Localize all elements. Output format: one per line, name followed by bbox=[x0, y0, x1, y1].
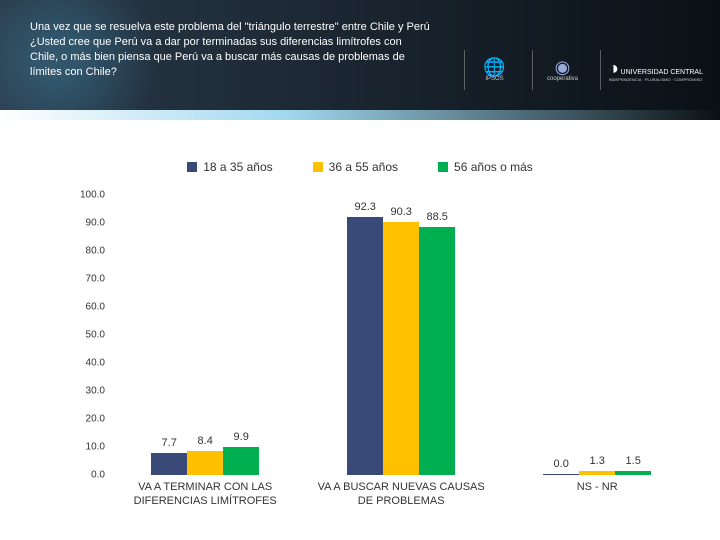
y-tick: 30.0 bbox=[86, 386, 105, 397]
bar-value-label: 7.7 bbox=[151, 437, 187, 449]
y-tick: 70.0 bbox=[86, 274, 105, 285]
y-tick: 80.0 bbox=[86, 246, 105, 257]
legend-swatch bbox=[187, 162, 197, 172]
bar-value-label: 92.3 bbox=[347, 201, 383, 213]
bar: 90.3 bbox=[383, 222, 419, 475]
bar: 7.7 bbox=[151, 453, 187, 475]
bar: 8.4 bbox=[187, 451, 223, 475]
logo-cooperativa: ◉ cooperativa bbox=[532, 50, 592, 90]
y-tick: 20.0 bbox=[86, 414, 105, 425]
y-tick: 100.0 bbox=[80, 190, 105, 201]
radio-icon: ◉ bbox=[555, 58, 571, 76]
category-label: NS - NR bbox=[512, 475, 682, 495]
logo-cooperativa-label: cooperativa bbox=[547, 76, 578, 82]
header-logos: 🌐 IPSOS ◉ cooperativa ◑ UNIVERSIDAD CENT… bbox=[464, 50, 710, 90]
bar: 9.9 bbox=[223, 447, 259, 475]
bar-value-label: 1.5 bbox=[615, 455, 651, 467]
chart-category: 7.78.49.9VA A TERMINAR CON LAS DIFERENCI… bbox=[151, 195, 259, 475]
bar-value-label: 8.4 bbox=[187, 435, 223, 447]
y-axis: 0.010.020.030.040.050.060.070.080.090.01… bbox=[60, 195, 105, 475]
shield-icon: ◑ bbox=[608, 58, 619, 78]
bar-group: 7.78.49.9 bbox=[151, 447, 259, 475]
slide-header: Una vez que se resuelva este problema de… bbox=[0, 0, 720, 120]
bar: 88.5 bbox=[419, 227, 455, 475]
logo-ucentral-mark: ◑ UNIVERSIDAD CENTRAL bbox=[608, 59, 703, 77]
legend-label: 36 a 55 años bbox=[329, 160, 398, 174]
category-label: VA A BUSCAR NUEVAS CAUSAS DE PROBLEMAS bbox=[316, 475, 486, 509]
y-tick: 10.0 bbox=[86, 442, 105, 453]
y-tick: 60.0 bbox=[86, 302, 105, 313]
bar-group: 92.390.388.5 bbox=[347, 217, 455, 475]
bar-value-label: 9.9 bbox=[223, 431, 259, 443]
category-label: VA A TERMINAR CON LAS DIFERENCIAS LIMÍTR… bbox=[120, 475, 290, 509]
header-divider bbox=[0, 110, 720, 120]
y-tick: 90.0 bbox=[86, 218, 105, 229]
logo-ipsos: 🌐 IPSOS bbox=[464, 50, 524, 90]
legend-swatch bbox=[313, 162, 323, 172]
globe-icon: 🌐 bbox=[483, 58, 505, 76]
legend-item: 56 años o más bbox=[438, 160, 533, 174]
legend-item: 18 a 35 años bbox=[187, 160, 272, 174]
chart-category: 0.01.31.5NS - NR bbox=[543, 195, 651, 475]
bar-value-label: 0.0 bbox=[543, 458, 579, 470]
y-tick: 40.0 bbox=[86, 358, 105, 369]
legend-label: 18 a 35 años bbox=[203, 160, 272, 174]
legend-swatch bbox=[438, 162, 448, 172]
legend-label: 56 años o más bbox=[454, 160, 533, 174]
bar-value-label: 88.5 bbox=[419, 211, 455, 223]
bar-value-label: 1.3 bbox=[579, 455, 615, 467]
legend-item: 36 a 55 años bbox=[313, 160, 398, 174]
bar: 92.3 bbox=[347, 217, 383, 475]
chart-category: 92.390.388.5VA A BUSCAR NUEVAS CAUSAS DE… bbox=[347, 195, 455, 475]
chart-plot: 7.78.49.9VA A TERMINAR CON LAS DIFERENCI… bbox=[110, 195, 670, 475]
survey-question: Una vez que se resuelva este problema de… bbox=[30, 20, 430, 79]
chart-legend: 18 a 35 años 36 a 55 años 56 años o más bbox=[0, 160, 720, 174]
chart-area: 18 a 35 años 36 a 55 años 56 años o más … bbox=[0, 120, 720, 540]
logo-ucentral: ◑ UNIVERSIDAD CENTRAL INDEPENDENCIA · PL… bbox=[600, 50, 710, 90]
logo-ipsos-label: IPSOS bbox=[485, 76, 503, 82]
bar-value-label: 90.3 bbox=[383, 206, 419, 218]
logo-ucentral-label: UNIVERSIDAD CENTRAL bbox=[621, 69, 703, 76]
y-tick: 50.0 bbox=[86, 330, 105, 341]
y-tick: 0.0 bbox=[91, 470, 105, 481]
logo-ucentral-sub: INDEPENDENCIA · PLURALISMO · COMPROMISO bbox=[609, 77, 703, 82]
